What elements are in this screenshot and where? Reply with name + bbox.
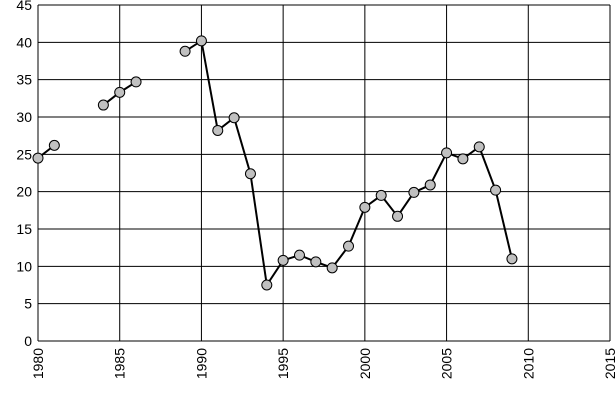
- data-point: [261, 279, 273, 291]
- data-point: [490, 184, 502, 196]
- data-point: [457, 153, 469, 165]
- data-point: [97, 99, 109, 111]
- data-point: [195, 35, 207, 47]
- x-tick-label: 2000: [357, 348, 373, 379]
- data-point: [310, 256, 322, 268]
- data-line: [37, 39, 513, 288]
- y-tick-label: 40: [16, 34, 32, 50]
- data-point: [293, 249, 305, 261]
- data-point: [212, 124, 224, 136]
- y-tick-label: 35: [16, 72, 32, 88]
- data-point: [424, 179, 436, 191]
- data-point: [408, 186, 420, 198]
- x-tick-label: 1980: [30, 348, 46, 379]
- data-point: [130, 76, 142, 88]
- y-tick-label: 15: [16, 221, 32, 237]
- y-tick-label: 5: [24, 296, 32, 312]
- x-tick-label: 1990: [193, 348, 209, 379]
- data-point: [114, 86, 126, 98]
- data-point: [48, 139, 60, 151]
- data-point: [506, 253, 518, 265]
- data-point: [392, 210, 404, 222]
- y-tick-label: 20: [16, 184, 32, 200]
- y-tick-label: 25: [16, 146, 32, 162]
- x-tick-label: 2015: [602, 348, 615, 379]
- y-tick-label: 45: [16, 0, 32, 13]
- x-tick-label: 2005: [439, 348, 455, 379]
- data-point: [473, 141, 485, 153]
- data-point: [375, 189, 387, 201]
- data-point: [359, 201, 371, 213]
- data-point: [277, 254, 289, 266]
- y-tick-label: 0: [24, 333, 32, 349]
- data-point: [343, 240, 355, 252]
- x-tick-label: 1995: [275, 348, 291, 379]
- y-tick-label: 10: [16, 258, 32, 274]
- y-tick-label: 30: [16, 109, 32, 125]
- data-point: [244, 168, 256, 180]
- data-point: [228, 112, 240, 124]
- x-tick-label: 2010: [520, 348, 536, 379]
- data-point: [179, 45, 191, 57]
- data-point: [441, 147, 453, 159]
- x-tick-label: 1985: [112, 348, 128, 379]
- data-point: [32, 152, 44, 164]
- data-point: [326, 262, 338, 274]
